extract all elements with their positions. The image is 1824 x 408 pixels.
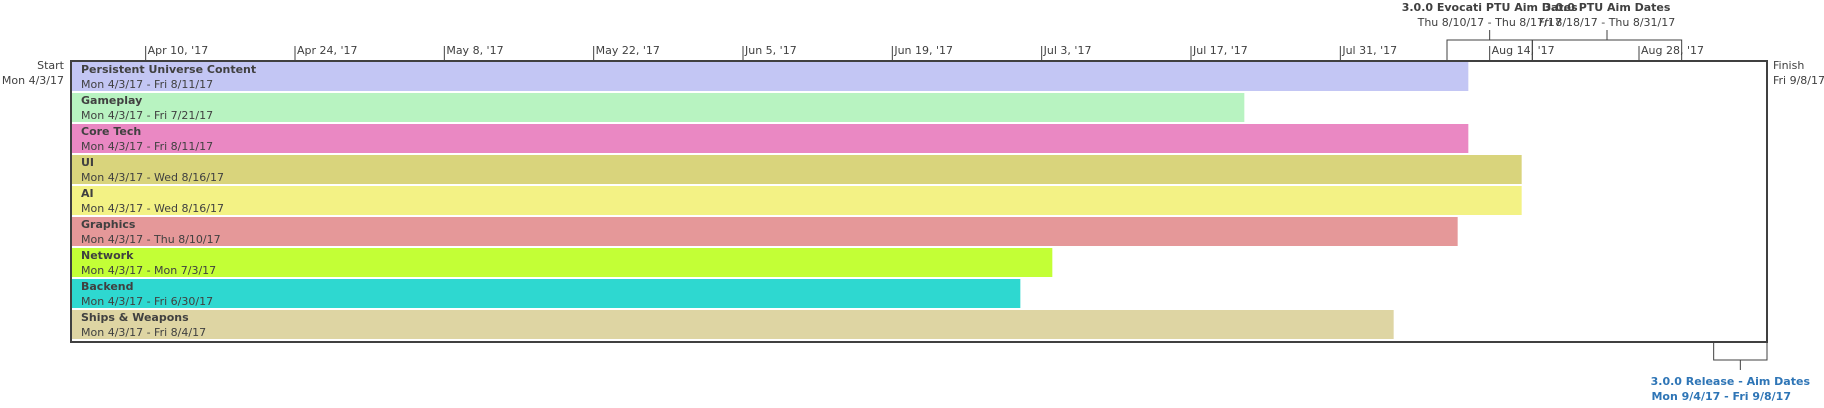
axis-tick-label: Jun 5, '17: [744, 44, 797, 57]
task-name: Ships & Weapons: [81, 311, 189, 324]
timeline-endpoints: Start Mon 4/3/17 Finish Fri 9/8/17: [2, 59, 1824, 87]
task-dates: Mon 4/3/17 - Fri 8/11/17: [81, 78, 213, 91]
start-label: Start: [37, 59, 65, 72]
milestone-dates: Fri 8/18/17 - Thu 8/31/17: [1539, 16, 1676, 29]
task-bar: [71, 155, 1522, 184]
milestone-dates: Mon 9/4/17 - Fri 9/8/17: [1651, 390, 1791, 403]
task-bar: [71, 62, 1469, 91]
start-date-text: Mon 4/3/17: [2, 74, 64, 87]
timeline-frame: [70, 60, 1768, 343]
task-bar: [71, 248, 1053, 277]
task-dates: Mon 4/3/17 - Fri 7/21/17: [81, 109, 213, 122]
axis-tick-label: May 22, '17: [596, 44, 660, 57]
task-bars: Persistent Universe Content Mon 4/3/17 - …: [71, 62, 1522, 339]
task-dates: Mon 4/3/17 - Mon 7/3/17: [81, 264, 216, 277]
task-dates: Mon 4/3/17 - Fri 8/4/17: [81, 326, 206, 339]
task-bar: [71, 217, 1458, 246]
task-bar: [71, 186, 1522, 215]
task-dates: Mon 4/3/17 - Thu 8/10/17: [81, 233, 221, 246]
task-name: Graphics: [81, 218, 136, 231]
task-name: UI: [81, 156, 94, 169]
axis-tick-label: Jul 17, '17: [1192, 44, 1248, 57]
axis-tick-label: Aug 28, '17: [1641, 44, 1704, 57]
axis-tick-label: Jul 3, '17: [1043, 44, 1092, 57]
task-dates: Mon 4/3/17 - Fri 8/11/17: [81, 140, 213, 153]
milestone-title: 3.0.0 Evocati PTU Aim Dates: [1402, 1, 1578, 14]
milestone-title: 3.0.0 PTU Aim Dates: [1544, 1, 1671, 14]
task-bar: [71, 124, 1469, 153]
finish-date-text: Fri 9/8/17: [1773, 74, 1824, 87]
task-name: Backend: [81, 280, 134, 293]
task-name: Network: [81, 249, 134, 262]
timeline-axis: Apr 10, '17 Apr 24, '17 May 8, '17 May 22, …: [145, 44, 1704, 61]
task-name: AI: [81, 187, 94, 200]
axis-tick-label: Jun 19, '17: [893, 44, 953, 57]
task-name: Persistent Universe Content: [81, 63, 256, 76]
milestone-title: 3.0.0 Release - Aim Dates: [1651, 375, 1811, 388]
task-bar: [71, 93, 1245, 122]
axis-tick-label: Jul 31, '17: [1341, 44, 1397, 57]
finish-label: Finish: [1773, 59, 1804, 72]
axis-tick-label: Apr 24, '17: [297, 44, 358, 57]
axis-tick-label: Aug 14, '17: [1492, 44, 1555, 57]
milestone-dates: Thu 8/10/17 - Thu 8/17/17: [1417, 16, 1562, 29]
task-name: Core Tech: [81, 125, 141, 138]
task-name: Gameplay: [81, 94, 142, 107]
milestone-bracket: [1713, 342, 1768, 361]
task-bar: [71, 310, 1394, 339]
axis-tick-label: May 8, '17: [446, 44, 503, 57]
task-bar: [71, 279, 1021, 308]
task-dates: Mon 4/3/17 - Wed 8/16/17: [81, 171, 224, 184]
task-dates: Mon 4/3/17 - Fri 6/30/17: [81, 295, 213, 308]
milestone-callouts: 3.0.0 Evocati PTU Aim Dates Thu 8/10/17 -…: [1402, 1, 1811, 403]
task-dates: Mon 4/3/17 - Wed 8/16/17: [81, 202, 224, 215]
axis-tick-label: Apr 10, '17: [148, 44, 209, 57]
